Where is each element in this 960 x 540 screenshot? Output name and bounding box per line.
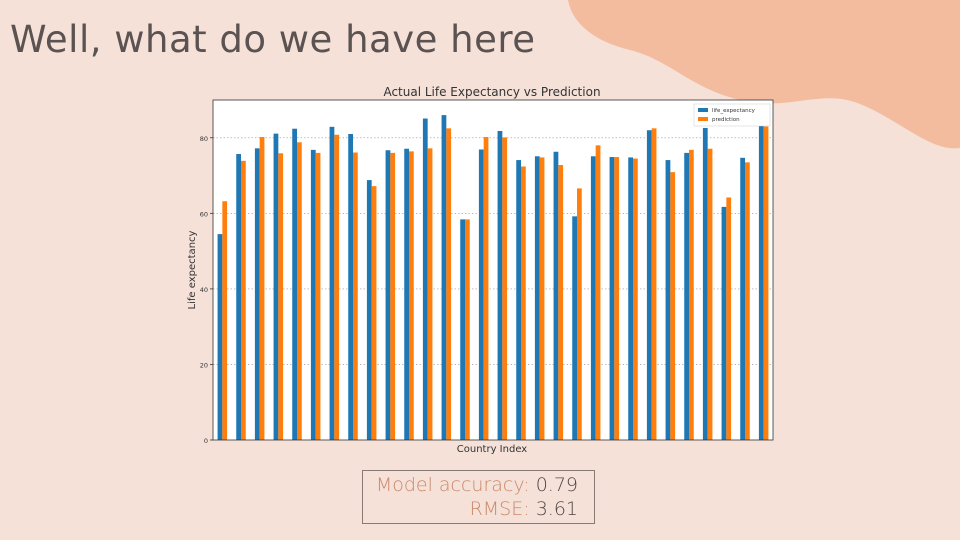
accuracy-line: Model accuracy: 0.79 [376,473,578,498]
bar-life-expectancy-15 [497,130,503,440]
bar-prediction-6 [334,134,340,440]
chart-container: 0 20 40 60 80 Actual Life Expectancy vs Pred… [180,80,780,460]
grid-lines [213,137,773,365]
bar-prediction-9 [390,152,396,440]
bar-life-expectancy-16 [516,160,521,441]
x-axis-label: Country Index [457,444,528,455]
bar-prediction-8 [371,186,377,440]
y-axis-label: Life expectancy [187,230,198,309]
bar-prediction-11 [427,148,433,440]
bar-prediction-19 [577,188,582,440]
blob-shape [568,0,960,149]
y-tick-label-4: 80 [200,135,208,143]
legend-frame [693,103,771,127]
bar-life-expectancy-26 [702,127,708,440]
bar-prediction-28 [745,162,750,440]
bar-prediction-29 [763,126,769,440]
bar-life-expectancy-13 [460,219,465,440]
bars [217,115,769,441]
bar-prediction-3 [278,153,284,440]
bar-prediction-4 [297,142,302,441]
legend-swatch-life-expectancy [698,108,708,112]
bar-life-expectancy-10 [404,148,409,440]
y-ticks: 0 20 40 60 80 [200,135,213,445]
accuracy-label: Model accuracy: [375,474,530,496]
bar-life-expectancy-19 [572,216,577,440]
legend-label-life-expectancy: life_expectancy [712,108,756,114]
legend: life_expectancy prediction [693,103,771,127]
bar-life-expectancy-5 [310,149,316,440]
bar-prediction-13 [465,219,470,440]
bar-prediction-24 [670,172,676,440]
bar-life-expectancy-28 [740,157,745,441]
bar-life-expectancy-21 [609,157,615,440]
bar-prediction-15 [502,137,508,440]
bar-chart: 0 20 40 60 80 Actual Life Expectancy vs Pred… [187,85,774,455]
bar-life-expectancy-20 [590,156,596,440]
bar-life-expectancy-25 [684,152,689,440]
bar-prediction-2 [259,137,265,440]
bar-prediction-16 [521,166,526,440]
bar-life-expectancy-22 [628,157,633,440]
bar-prediction-23 [651,128,657,441]
bar-life-expectancy-1 [236,154,241,440]
bar-life-expectancy-6 [329,126,335,441]
bar-life-expectancy-29 [758,124,764,440]
y-tick-label-1: 20 [200,361,208,369]
bar-life-expectancy-14 [478,149,484,440]
bar-life-expectancy-8 [366,180,372,440]
bar-prediction-20 [595,145,601,440]
bar-prediction-18 [558,164,564,440]
plot-frame [212,99,774,441]
bar-life-expectancy-12 [441,115,447,440]
bar-prediction-7 [353,152,358,440]
bar-life-expectancy-4 [292,128,297,440]
bar-prediction-26 [707,148,713,440]
bar-life-expectancy-9 [385,150,391,440]
bar-prediction-1 [241,160,246,441]
bar-prediction-22 [633,158,638,441]
y-tick-label-0: 0 [204,437,208,445]
bar-life-expectancy-11 [422,118,428,440]
bar-prediction-21 [614,157,620,440]
legend-swatch-prediction [698,117,708,121]
bar-life-expectancy-27 [721,206,727,440]
bar-life-expectancy-24 [665,160,671,441]
bar-prediction-27 [726,197,732,440]
slide-title: Well, what do we have here [10,18,536,61]
plot-background [213,100,773,440]
bar-prediction-17 [539,157,545,440]
bar-life-expectancy-3 [273,133,279,440]
bar-life-expectancy-18 [553,151,559,440]
legend-label-prediction: prediction [712,117,740,123]
bar-prediction-12 [446,128,452,441]
rmse-label: RMSE: [469,498,530,520]
bar-life-expectancy-2 [254,148,260,440]
accuracy-value: 0.79 [535,474,578,496]
bar-life-expectancy-7 [348,134,353,440]
rmse-line: RMSE: 3.61 [470,497,578,522]
rmse-value: 3.61 [535,498,578,520]
bar-prediction-10 [409,151,414,440]
y-tick-label-3: 60 [200,210,208,218]
bar-life-expectancy-23 [646,130,652,440]
bar-life-expectancy-0 [217,234,223,440]
bar-prediction-0 [222,201,228,440]
y-tick-label-2: 40 [200,286,208,294]
bar-prediction-14 [483,137,489,440]
metrics-box: Model accuracy: 0.79 RMSE: 3.61 [362,470,595,524]
chart-title: Actual Life Expectancy vs Prediction [383,85,600,99]
bar-prediction-5 [315,152,321,440]
bar-life-expectancy-17 [534,156,540,440]
bar-prediction-25 [689,149,694,440]
